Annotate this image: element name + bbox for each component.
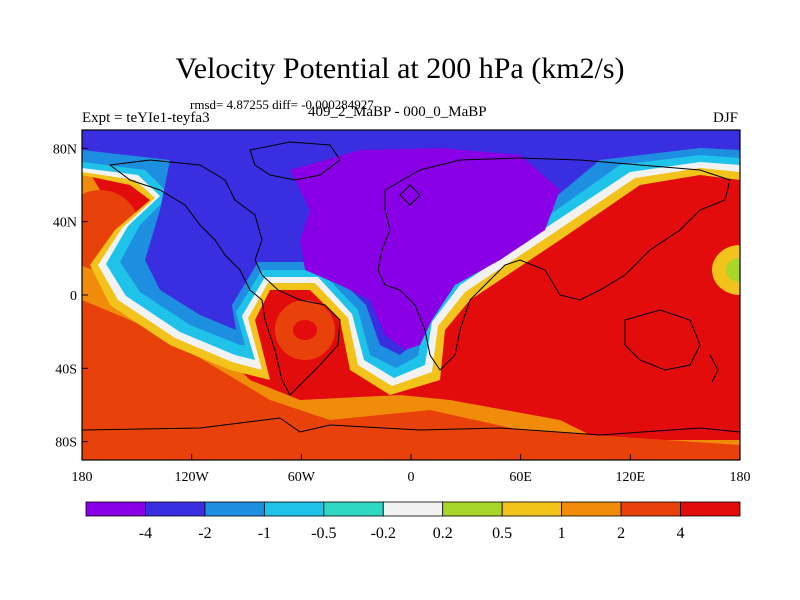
colorbar-swatch [204,501,265,517]
colorbar-swatch [442,501,503,517]
coastlines [82,141,740,436]
colorbar-label: 1 [558,525,566,542]
colorbar-label: 2 [617,525,625,542]
colorbar-swatch [620,501,681,517]
colorbar-swatch [85,501,146,517]
colorbar-swatch [680,501,741,517]
lon-tick-label: 60W [288,470,316,485]
lon-tick-label: 120W [175,470,210,485]
lon-tick-label: 0 [408,470,415,485]
experiment-label: Expt = teYIe1-teyfa3 [82,110,210,126]
colorbar-swatch [145,501,206,517]
lat-tick-label: 80S [55,436,77,451]
lat-tick-label: 80N [53,142,77,157]
colorbar-swatch [263,501,325,517]
colorbar-swatch [382,501,444,517]
colorbar-swatch [561,501,622,517]
lon-tick-label: 180 [72,470,93,485]
colorbar-label: -0.2 [371,525,396,542]
lat-tick-label: 40N [53,216,77,231]
colorbar: -4 -2 -1 -0.5 -0.2 0.2 0.5 1 2 4 [85,501,741,542]
colorbar-swatch [323,501,384,517]
lon-tick-label: 180 [730,470,751,485]
colorbar-label: -0.5 [311,525,336,542]
lat-tick-label: 0 [70,289,77,304]
lon-tick-label: 60E [509,470,532,485]
longitude-ticks: 180 120W 60W 0 60E 120E 180 [72,454,751,485]
comparison-label: 409_2_MaBP - 000_0_MaBP [308,104,487,120]
colorbar-swatch [501,501,563,517]
rmsd-diff-stats: rmsd= 4.87255 diff= -0.000284927 [190,97,374,112]
colorbar-label: 0.5 [492,525,512,542]
lon-tick-label: 120E [616,470,646,485]
lat-tick-label: 40S [55,362,77,377]
map-title: Velocity Potential at 200 hPa (km2/s) [175,52,625,85]
colorbar-label: 0.2 [433,525,453,542]
colorbar-label: -1 [258,525,271,542]
contour-fill [82,130,740,460]
colorbar-label: -4 [139,525,152,542]
season-label: DJF [712,110,738,126]
colorbar-label: 4 [677,525,685,542]
latitude-ticks: 80N 40N 0 40S 80S [53,142,88,451]
colorbar-label: -2 [198,525,211,542]
